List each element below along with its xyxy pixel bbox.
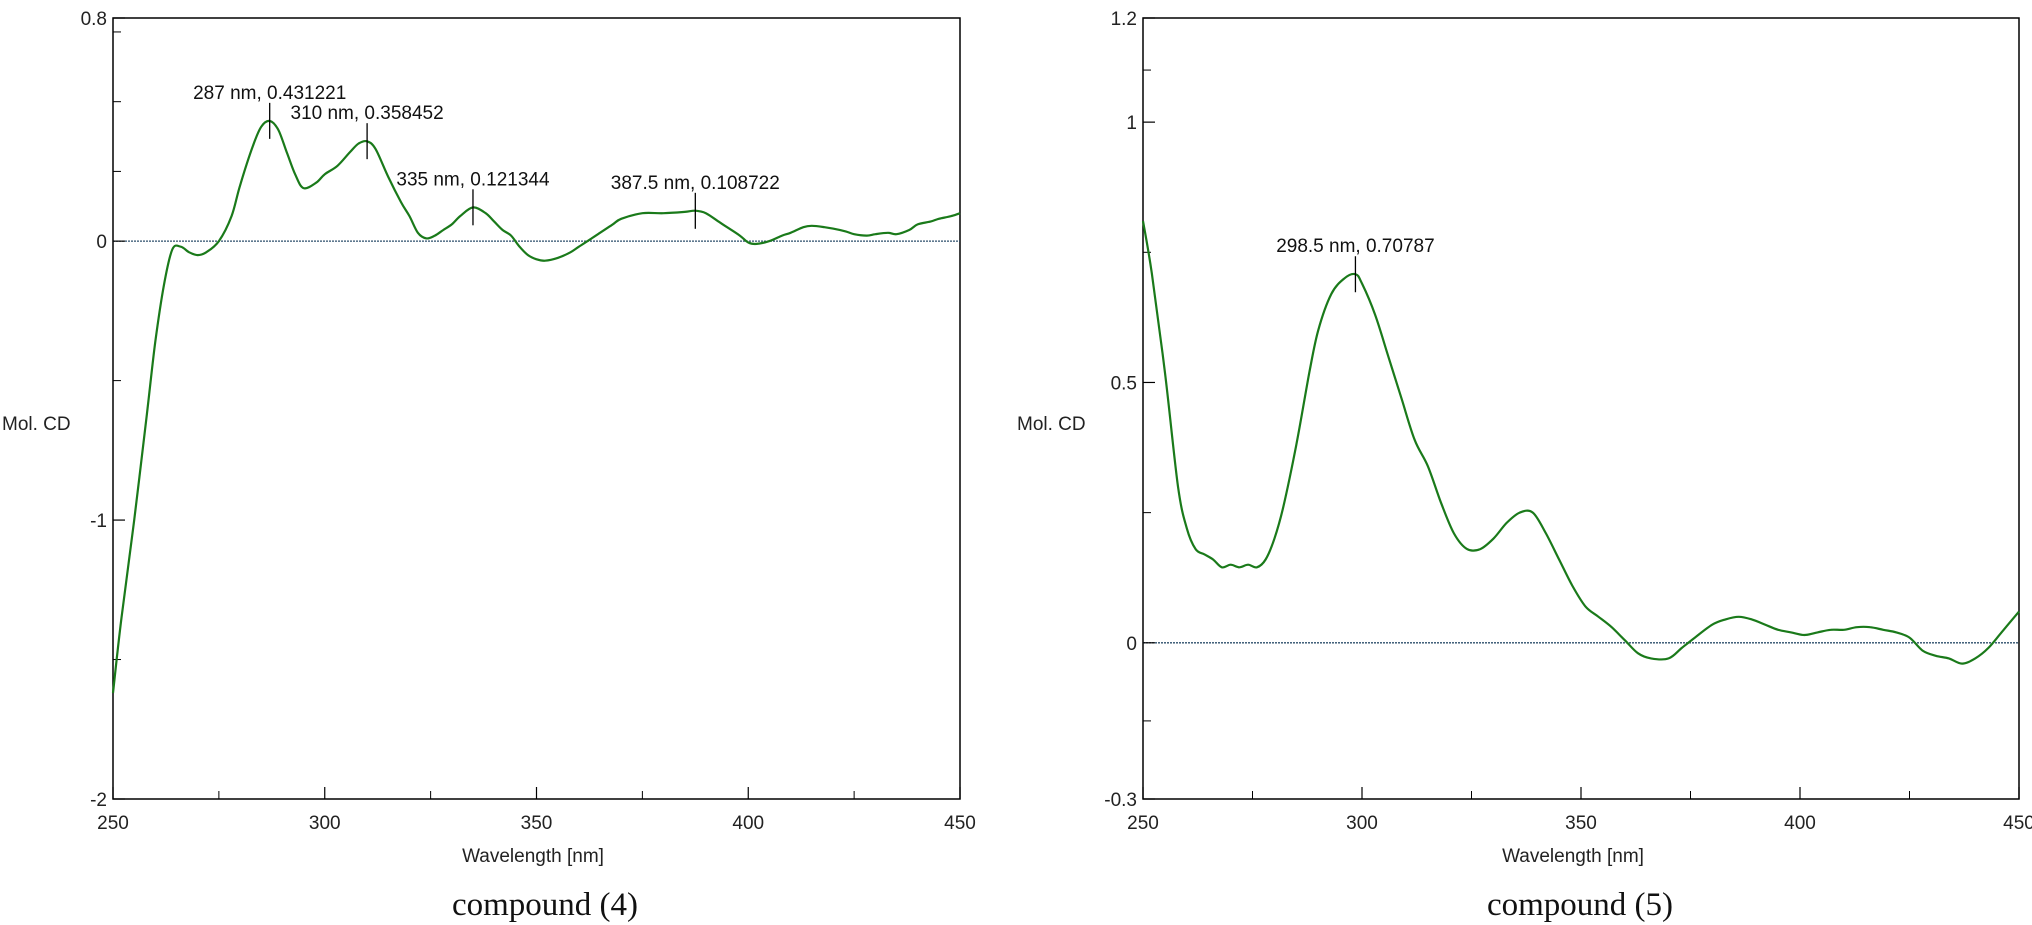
cd-spectrum-line [111,119,961,694]
x-tick-label: 400 [732,813,764,834]
y-axis-label: Mol. CD [1017,414,1086,435]
x-tick-label: 300 [1346,813,1378,834]
peak-annotation-label: 287 nm, 0.431221 [193,83,346,104]
y-tick-label: -2 [90,790,107,811]
y-axis-label: Mol. CD [2,414,71,435]
x-tick-label: 350 [521,813,553,834]
y-tick-label: 1 [1126,113,1137,134]
y-tick-label: 0.8 [81,9,107,30]
peak-annotation-label: 335 nm, 0.121344 [396,169,550,190]
y-tick-label: 0 [96,232,107,253]
x-tick-label: 400 [1784,813,1816,834]
peak-annotation-label: 298.5 nm, 0.70787 [1276,236,1434,257]
chart-caption: compound (4) [452,887,638,923]
x-axis-label: Wavelength [nm] [1502,846,1644,867]
cd-spectrum-line [1141,220,2020,665]
plot-frame [112,17,961,800]
x-tick-label: 250 [1127,813,1159,834]
y-tick-label: 1.2 [1111,9,1137,30]
cd-chart-compound-5: Mol. CD Wavelength [nm] compound (5) 250… [1017,9,2032,923]
y-tick-label: -0.3 [1104,790,1137,811]
x-tick-label: 350 [1565,813,1597,834]
x-tick-label: 300 [309,813,341,834]
y-tick-label: 0 [1126,634,1137,655]
cd-chart-compound-4: Mol. CD Wavelength [nm] compound (4) 250… [2,9,976,923]
chart-caption: compound (5) [1487,887,1673,923]
y-tick-label: 0.5 [1111,373,1137,394]
peak-annotation-label: 387.5 nm, 0.108722 [611,173,780,194]
peak-annotation-label: 310 nm, 0.358452 [291,103,444,124]
x-tick-label: 450 [944,813,976,834]
x-tick-label: 250 [97,813,129,834]
y-tick-label: -1 [90,511,107,532]
x-axis-label: Wavelength [nm] [462,846,604,867]
plot-frame [1142,17,2020,800]
x-tick-label: 450 [2003,813,2032,834]
